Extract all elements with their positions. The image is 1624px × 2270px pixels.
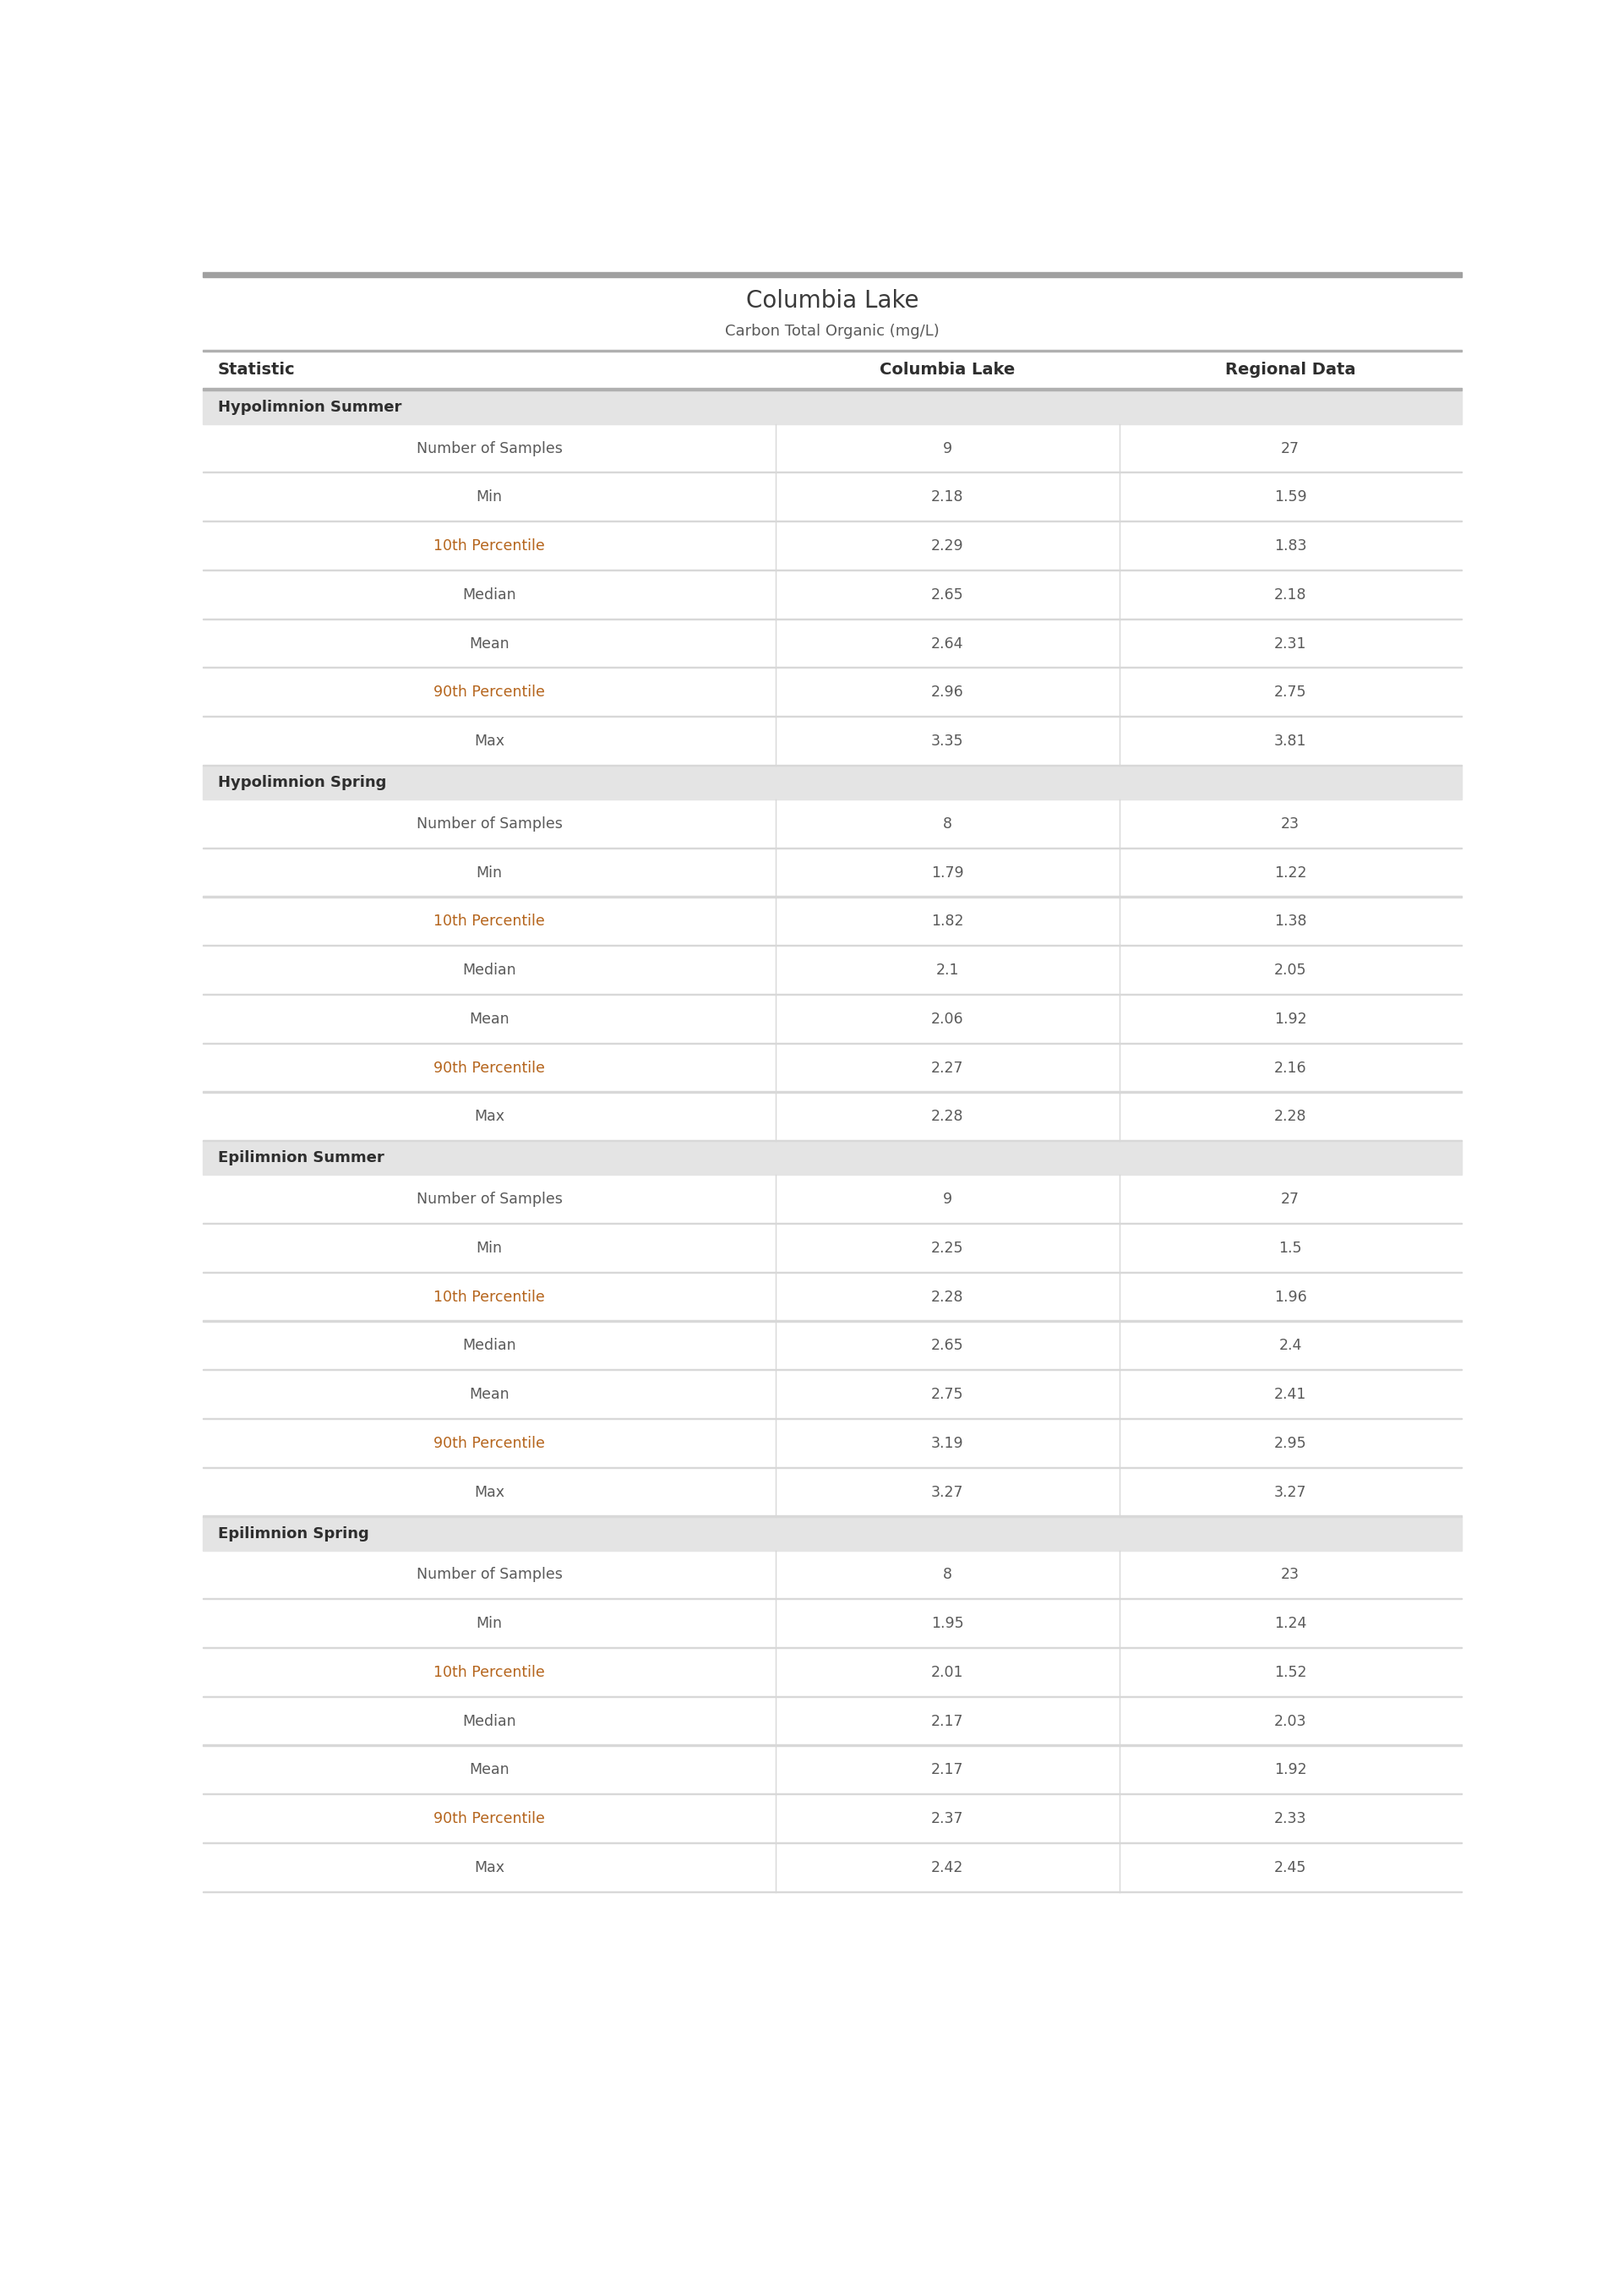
Text: Median: Median <box>463 588 516 602</box>
Text: 1.82: 1.82 <box>931 915 963 928</box>
Text: 1.92: 1.92 <box>1275 1012 1307 1026</box>
Text: 27: 27 <box>1281 1192 1299 1208</box>
Bar <box>203 1516 1462 1550</box>
Text: 2.29: 2.29 <box>931 538 963 554</box>
Text: Hypolimnion Summer: Hypolimnion Summer <box>218 400 401 415</box>
Text: Max: Max <box>474 1485 505 1500</box>
Text: Hypolimnion Spring: Hypolimnion Spring <box>218 774 387 790</box>
Text: 8: 8 <box>944 1566 952 1582</box>
Text: 2.65: 2.65 <box>931 1339 963 1353</box>
Text: 3.27: 3.27 <box>931 1485 963 1500</box>
Text: 2.05: 2.05 <box>1275 962 1307 978</box>
Text: Number of Samples: Number of Samples <box>416 1192 562 1208</box>
Bar <box>203 272 1462 277</box>
Text: 1.95: 1.95 <box>931 1616 963 1632</box>
Text: 3.19: 3.19 <box>931 1437 963 1451</box>
Text: 90th Percentile: 90th Percentile <box>434 1437 546 1451</box>
Text: 2.37: 2.37 <box>931 1811 963 1827</box>
Text: Mean: Mean <box>469 1387 510 1403</box>
Text: 9: 9 <box>944 1192 952 1208</box>
Text: 10th Percentile: 10th Percentile <box>434 915 546 928</box>
Text: 2.18: 2.18 <box>931 490 963 504</box>
Text: 23: 23 <box>1281 1566 1299 1582</box>
Text: 2.64: 2.64 <box>931 636 963 651</box>
Text: 2.65: 2.65 <box>931 588 963 602</box>
Text: 2.18: 2.18 <box>1275 588 1307 602</box>
Text: 10th Percentile: 10th Percentile <box>434 1289 546 1305</box>
Text: Epilimnion Spring: Epilimnion Spring <box>218 1525 369 1541</box>
Text: 2.28: 2.28 <box>1275 1110 1307 1124</box>
Text: Min: Min <box>476 490 502 504</box>
Text: Max: Max <box>474 1859 505 1875</box>
Bar <box>203 1142 1462 1176</box>
Text: 2.75: 2.75 <box>931 1387 963 1403</box>
Text: 2.45: 2.45 <box>1275 1859 1307 1875</box>
Text: 2.28: 2.28 <box>931 1289 963 1305</box>
Text: 3.27: 3.27 <box>1275 1485 1307 1500</box>
Text: Median: Median <box>463 1714 516 1730</box>
Text: Statistic: Statistic <box>218 361 296 379</box>
Text: 2.31: 2.31 <box>1275 636 1307 651</box>
Text: 1.5: 1.5 <box>1278 1242 1302 1255</box>
Text: 1.79: 1.79 <box>931 865 963 881</box>
Text: 3.81: 3.81 <box>1275 733 1307 749</box>
Text: 1.38: 1.38 <box>1275 915 1307 928</box>
Text: Min: Min <box>476 865 502 881</box>
Text: 8: 8 <box>944 817 952 831</box>
Text: Carbon Total Organic (mg/L): Carbon Total Organic (mg/L) <box>724 322 940 338</box>
Text: Number of Samples: Number of Samples <box>416 817 562 831</box>
Text: 23: 23 <box>1281 817 1299 831</box>
Text: 27: 27 <box>1281 440 1299 456</box>
Text: 10th Percentile: 10th Percentile <box>434 1664 546 1680</box>
Text: Columbia Lake: Columbia Lake <box>880 361 1015 379</box>
Text: 2.28: 2.28 <box>931 1110 963 1124</box>
Text: 1.52: 1.52 <box>1275 1664 1307 1680</box>
Text: 2.42: 2.42 <box>931 1859 963 1875</box>
Text: 2.95: 2.95 <box>1275 1437 1307 1451</box>
Text: Columbia Lake: Columbia Lake <box>745 288 919 313</box>
Text: 1.59: 1.59 <box>1275 490 1307 504</box>
Text: 2.27: 2.27 <box>931 1060 963 1076</box>
Text: Mean: Mean <box>469 1762 510 1777</box>
Text: Number of Samples: Number of Samples <box>416 440 562 456</box>
Text: Min: Min <box>476 1242 502 1255</box>
Text: 2.17: 2.17 <box>931 1714 963 1730</box>
Text: Max: Max <box>474 1110 505 1124</box>
Bar <box>203 765 1462 799</box>
Text: 90th Percentile: 90th Percentile <box>434 686 546 699</box>
Text: 2.06: 2.06 <box>931 1012 963 1026</box>
Text: 10th Percentile: 10th Percentile <box>434 538 546 554</box>
Text: 2.03: 2.03 <box>1275 1714 1307 1730</box>
Text: 9: 9 <box>944 440 952 456</box>
Text: Median: Median <box>463 1339 516 1353</box>
Text: 2.41: 2.41 <box>1275 1387 1307 1403</box>
Text: 90th Percentile: 90th Percentile <box>434 1811 546 1827</box>
Text: 2.4: 2.4 <box>1278 1339 1302 1353</box>
Text: Number of Samples: Number of Samples <box>416 1566 562 1582</box>
Text: Regional Data: Regional Data <box>1224 361 1356 379</box>
Text: Max: Max <box>474 733 505 749</box>
Text: 3.35: 3.35 <box>931 733 963 749</box>
Text: 1.24: 1.24 <box>1275 1616 1307 1632</box>
Text: Mean: Mean <box>469 636 510 651</box>
Text: 2.1: 2.1 <box>935 962 960 978</box>
Text: 1.92: 1.92 <box>1275 1762 1307 1777</box>
Text: 2.33: 2.33 <box>1275 1811 1307 1827</box>
Text: 1.96: 1.96 <box>1275 1289 1307 1305</box>
Bar <box>203 390 1462 424</box>
Text: 1.22: 1.22 <box>1275 865 1307 881</box>
Text: 2.75: 2.75 <box>1275 686 1307 699</box>
Text: 1.83: 1.83 <box>1275 538 1307 554</box>
Text: 2.25: 2.25 <box>931 1242 963 1255</box>
Text: 2.96: 2.96 <box>931 686 963 699</box>
Text: Median: Median <box>463 962 516 978</box>
Text: 90th Percentile: 90th Percentile <box>434 1060 546 1076</box>
Text: Mean: Mean <box>469 1012 510 1026</box>
Text: 2.01: 2.01 <box>931 1664 963 1680</box>
Text: 2.16: 2.16 <box>1275 1060 1307 1076</box>
Text: Min: Min <box>476 1616 502 1632</box>
Text: 2.17: 2.17 <box>931 1762 963 1777</box>
Text: Epilimnion Summer: Epilimnion Summer <box>218 1151 385 1167</box>
